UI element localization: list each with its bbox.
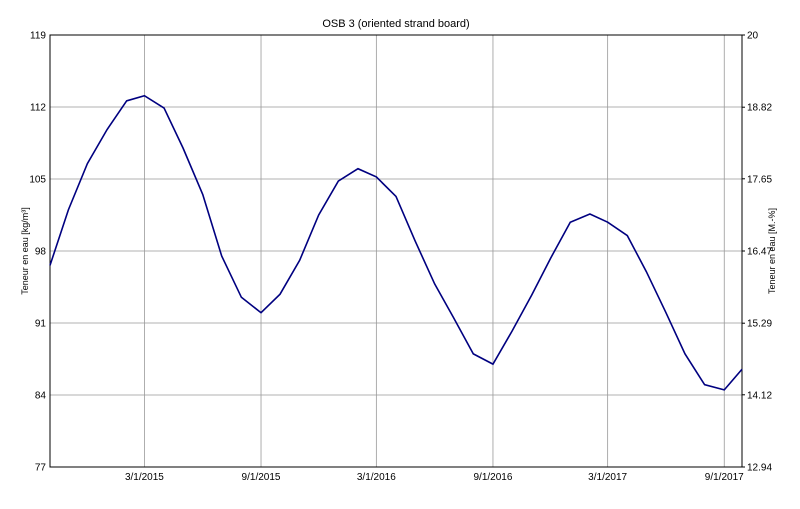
y2-tick-label: 15.29	[747, 319, 772, 330]
y2-tick-label: 18.82	[747, 103, 772, 114]
y-tick-label: 84	[35, 391, 47, 402]
y2-axis-label: Teneur en eau [M.-%]	[767, 208, 777, 294]
y-tick-label: 91	[35, 319, 47, 330]
data-line	[49, 94, 743, 391]
y-tick-label: 98	[35, 247, 47, 258]
x-tick-label: 3/1/2015	[125, 472, 164, 483]
chart-title: OSB 3 (oriented strand board)	[322, 18, 469, 30]
x-tick-label: 3/1/2016	[357, 472, 396, 483]
y-tick-label: 112	[30, 103, 46, 114]
x-tick-label: 3/1/2017	[588, 472, 627, 483]
y-axis-label: Teneur en eau [kg/m³]	[20, 207, 30, 295]
y-tick-label: 77	[35, 463, 47, 474]
y2-tick-label: 16.47	[747, 247, 772, 258]
y2-tick-label: 14.12	[747, 390, 772, 401]
x-tick-label: 9/1/2017	[705, 472, 744, 483]
x-tick-label: 9/1/2015	[242, 472, 281, 483]
y-tick-label: 119	[30, 31, 46, 42]
y2-tick-label: 12.94	[747, 463, 772, 474]
y-tick-label: 105	[29, 175, 46, 186]
y2-tick-label: 20	[747, 31, 759, 42]
y2-tick-label: 17.65	[747, 174, 772, 185]
x-tick-label: 9/1/2016	[473, 472, 512, 483]
plot-frame	[49, 34, 743, 468]
